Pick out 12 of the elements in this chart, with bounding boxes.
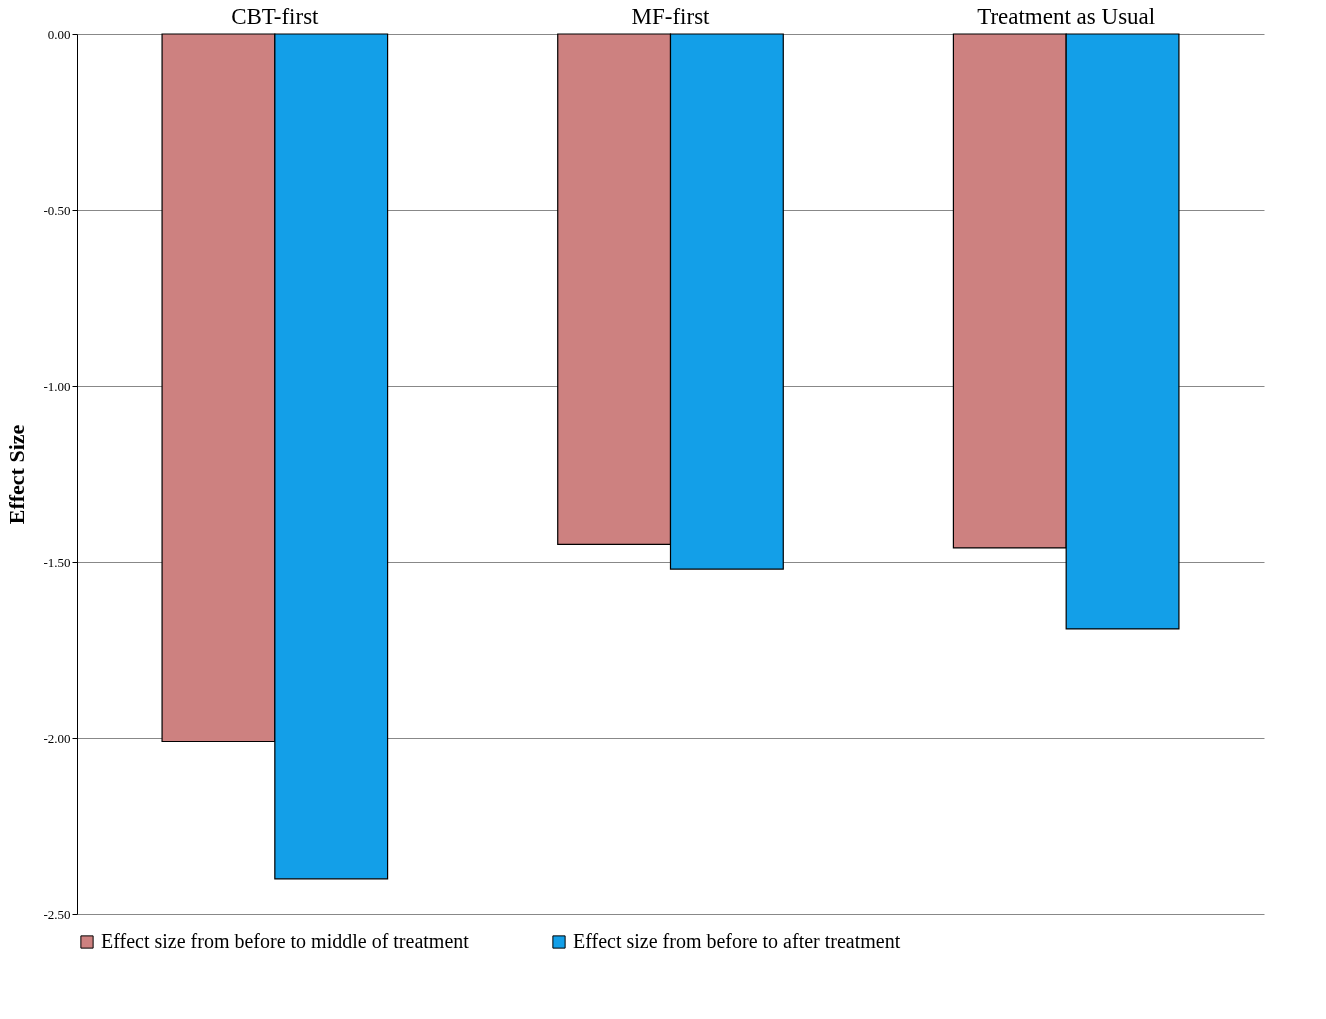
legend-label: Effect size from before to middle of treatment xyxy=(101,930,470,952)
legend-label: Effect size from before to after treatment xyxy=(573,930,901,952)
y-tick-label: -1.50 xyxy=(43,554,71,570)
y-tick-label: -2.50 xyxy=(43,906,71,922)
y-tick-label: 0.00 xyxy=(47,26,71,42)
x-tick-label: Treatment as Usual xyxy=(977,3,1156,29)
y-tick-label: -0.50 xyxy=(43,202,71,218)
y-tick-label: -1.00 xyxy=(43,378,71,394)
y-axis-title: Effect Size xyxy=(4,424,30,525)
x-tick-label: CBT-first xyxy=(231,3,320,29)
y-tick-label: -2.00 xyxy=(43,730,71,746)
x-tick-label: MF-first xyxy=(631,3,711,29)
